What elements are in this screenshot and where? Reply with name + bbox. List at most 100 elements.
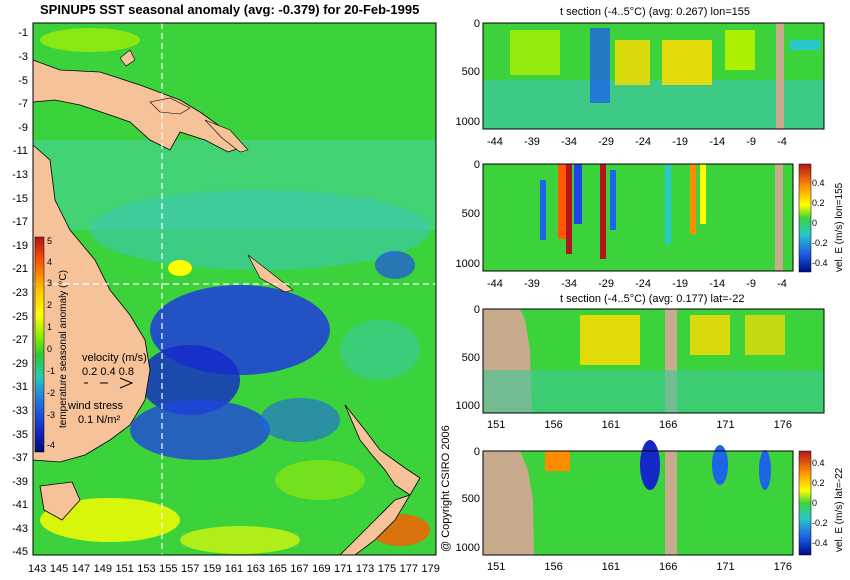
vel-tick: 0.4	[812, 458, 825, 468]
lon-tick: 177	[399, 563, 418, 575]
lat-tick: -39	[524, 136, 540, 148]
lon-tick: 169	[312, 563, 331, 575]
velocity-legend-arrows	[84, 377, 134, 389]
lat-tick: -1	[18, 27, 28, 39]
map-colorbar	[34, 236, 45, 453]
lat-tick: -34	[561, 136, 577, 148]
lat-tick: -41	[12, 499, 28, 511]
lon-tick: 171	[334, 563, 353, 575]
depth-tick: 500	[461, 352, 480, 364]
panel2-colorbar-label: vel. E (m/s) lon=155	[834, 182, 845, 272]
lat-tick: -43	[12, 523, 28, 535]
lon-tick: 163	[246, 563, 265, 575]
colorbar-tick: 2	[47, 300, 53, 310]
colorbar-tick: 5	[47, 236, 53, 246]
lon-tick: 145	[49, 563, 69, 575]
depth-tick: 1000	[455, 400, 480, 412]
lat-tick: -19	[12, 240, 28, 252]
lat-tick: -14	[709, 136, 726, 148]
velocity-scale: 0.2 0.4 0.8	[82, 366, 134, 378]
vel-tick: 0.4	[812, 178, 825, 188]
panel4-colorbar-label: vel. E (m/s) lat=-22	[834, 467, 845, 552]
section-panel-3	[482, 308, 825, 414]
map-title: SPINUP5 SST seasonal anomaly (avg: -0.37…	[40, 2, 420, 17]
lon-tick: 167	[290, 563, 309, 575]
lat-tick: -39	[12, 476, 28, 488]
lon-tick: 149	[93, 563, 112, 575]
colorbar-tick: 3	[47, 278, 53, 288]
vel-tick: -0.2	[812, 518, 828, 528]
lat-tick: -33	[12, 405, 28, 417]
depth-tick: 500	[461, 208, 480, 220]
lat-tick: -9	[746, 136, 756, 148]
lon-tick: 161	[601, 419, 621, 431]
lat-tick: -44	[487, 136, 503, 148]
colorbar-tick: -1	[47, 366, 56, 376]
depth-tick: 1000	[455, 542, 480, 554]
section-panel-4	[482, 440, 812, 556]
depth-tick: 1000	[455, 258, 480, 270]
lat-tick: -45	[12, 546, 28, 558]
lat-tick: -4	[777, 136, 787, 148]
lat-tick: -39	[524, 278, 540, 290]
lon-tick: 143	[28, 563, 47, 575]
panel1-title: t section (-4..5°C) (avg: 0.267) lon=155	[560, 6, 750, 18]
lon-tick: 156	[544, 419, 563, 431]
lat-tick: -3	[18, 51, 28, 63]
lon-tick: 176	[773, 561, 792, 573]
lon-tick: 156	[544, 561, 563, 573]
lat-tick: -34	[561, 278, 577, 290]
lat-tick: -24	[635, 278, 652, 290]
depth-tick: 0	[473, 446, 480, 458]
lon-tick: 151	[487, 561, 506, 573]
lat-tick: -44	[487, 278, 503, 290]
panel3-x-axis: 151 156 161 166 171 176	[487, 419, 792, 431]
vel-tick: 0.2	[812, 198, 825, 208]
lat-tick: -35	[12, 429, 28, 441]
lon-tick: 151	[115, 563, 134, 575]
colorbar-tick: -3	[47, 410, 56, 420]
colorbar-tick: 4	[47, 257, 53, 267]
lon-tick: 157	[181, 563, 200, 575]
lon-tick: 151	[487, 419, 506, 431]
section-panel-2	[482, 163, 812, 273]
lon-tick: 175	[377, 563, 397, 575]
panel2-x-axis: -44 -39 -34 -29 -24 -19 -14 -9 -4	[487, 278, 787, 290]
lat-tick: -17	[12, 216, 28, 228]
copyright-label: @ Copyright CSIRO 2006	[440, 425, 452, 552]
section-panel-1	[482, 22, 825, 130]
map-frame	[32, 22, 437, 556]
lat-tick: -4	[777, 278, 787, 290]
velocity-label: velocity (m/s)	[82, 352, 147, 364]
lat-tick: -9	[746, 278, 756, 290]
lon-tick: 171	[716, 419, 735, 431]
lon-tick: 147	[71, 563, 91, 575]
lon-tick: 159	[202, 563, 222, 575]
lat-tick: -11	[12, 145, 28, 157]
lat-tick: -19	[672, 136, 689, 148]
wind-stress-label: wind stress	[68, 400, 124, 412]
lat-tick: -29	[598, 136, 614, 148]
depth-tick: 500	[461, 493, 480, 505]
lon-tick: 161	[601, 561, 621, 573]
depth-tick: 500	[461, 66, 480, 78]
panel4-x-axis: 151 156 161 166 171 176	[487, 561, 792, 573]
lat-tick: -15	[12, 193, 28, 205]
lat-tick: -29	[598, 278, 614, 290]
lat-tick: -21	[12, 263, 28, 275]
lat-tick: -23	[12, 287, 28, 299]
map-lon-axis: 143 145 147 149 151 153 155 157 159 161 …	[28, 563, 440, 575]
vel-tick: -0.4	[812, 258, 828, 268]
depth-tick: 0	[473, 304, 480, 316]
lon-tick: 161	[224, 563, 244, 575]
vel-tick: 0	[812, 498, 818, 508]
lat-tick: -29	[12, 358, 28, 370]
colorbar-tick: -2	[47, 388, 56, 398]
lon-tick: 171	[716, 561, 735, 573]
vel-tick: 0.2	[812, 478, 825, 488]
colorbar-tick: 1	[47, 322, 53, 332]
lon-tick: 153	[137, 563, 156, 575]
lat-tick: -37	[12, 452, 28, 464]
lon-tick: 155	[159, 563, 178, 575]
